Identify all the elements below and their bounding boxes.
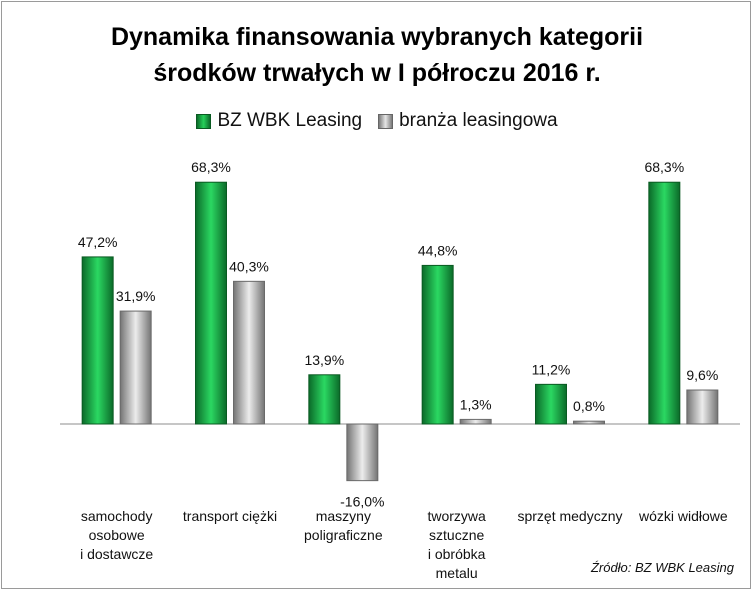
bar-bzwbk-5 (648, 181, 681, 425)
data-label-industry-4: 0,8% (573, 398, 605, 414)
bar-bzwbk-0 (81, 256, 114, 425)
category-label-3-line-0: tworzywa (427, 508, 486, 524)
data-label-industry-2: -16,0% (340, 494, 384, 510)
bar-bzwbk-1 (195, 181, 227, 425)
bar-industry-5 (686, 389, 719, 425)
bar-industry-0 (119, 310, 152, 425)
chart-title-line-2: środków trwałych w I półroczu 2016 r. (153, 59, 601, 87)
category-label-2-line-1: poligraficzne (304, 527, 383, 543)
bar-industry-4 (573, 420, 605, 425)
category-label-3-line-2: i obróbka (428, 546, 486, 562)
bar-bzwbk-3 (421, 264, 454, 425)
category-label-1-line-0: transport ciężki (183, 508, 277, 524)
bar-bzwbk-2 (308, 374, 341, 425)
data-label-bzwbk-0: 47,2% (78, 234, 118, 250)
category-label-3-line-3: metalu (436, 565, 478, 581)
data-label-industry-1: 40,3% (229, 258, 269, 274)
data-label-bzwbk-4: 11,2% (532, 361, 571, 377)
category-label-0-line-1: osobowe (89, 527, 145, 543)
legend-swatch-bzwbk (196, 113, 212, 129)
legend: BZ WBK Leasing branża leasingowa (0, 110, 754, 132)
legend-swatch-industry (378, 113, 394, 129)
chart-title-line-1: Dynamika finansowania wybranych kategori… (110, 23, 644, 51)
data-label-industry-0: 31,9% (116, 288, 156, 304)
legend-label-industry: branża leasingowa (399, 110, 558, 131)
source-note: Źródło: BZ WBK Leasing (590, 560, 734, 575)
data-label-bzwbk-2: 13,9% (304, 352, 344, 368)
category-label-4-line-0: sprzęt medyczny (517, 508, 622, 524)
data-label-bzwbk-5: 68,3% (644, 159, 684, 175)
category-label-0-line-2: i dostawcze (80, 546, 153, 562)
category-label-5-line-0: wózki widłowe (638, 508, 728, 524)
bar-industry-2 (346, 423, 379, 482)
data-label-bzwbk-3: 44,8% (418, 242, 458, 258)
data-label-industry-3: 1,3% (460, 396, 492, 412)
category-label-3-line-1: sztuczne (429, 527, 484, 543)
legend-label-bzwbk: BZ WBK Leasing (217, 110, 363, 131)
category-label-0-line-0: samochody (81, 508, 153, 524)
data-label-industry-5: 9,6% (686, 367, 718, 383)
bar-industry-3 (459, 418, 492, 425)
legend-item-industry: branża leasingowa (378, 110, 558, 132)
legend-item-bzwbk: BZ WBK Leasing (196, 110, 362, 132)
category-label-2-line-0: maszyny (316, 508, 371, 524)
data-label-bzwbk-1: 68,3% (191, 159, 231, 175)
bar-bzwbk-4 (535, 383, 567, 425)
bar-industry-1 (233, 280, 265, 425)
